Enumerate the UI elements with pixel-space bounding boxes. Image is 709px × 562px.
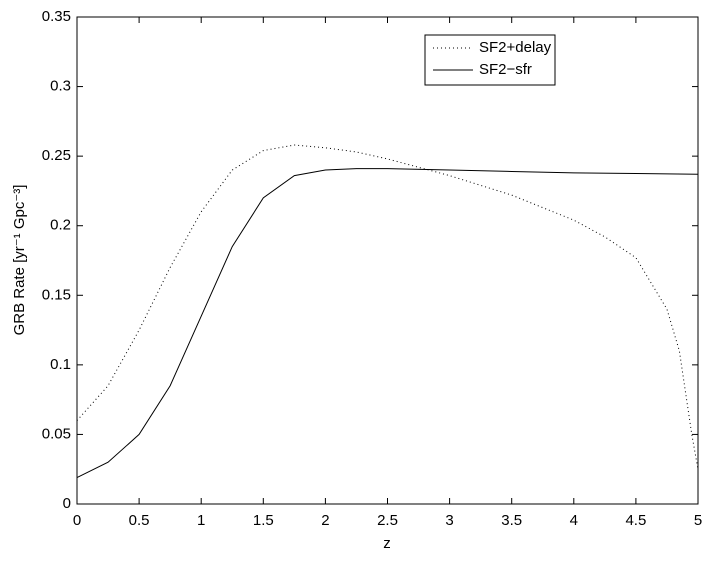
x-tick-label: 2 [321,512,329,529]
y-tick-label: 0.2 [50,217,71,234]
y-axis-label: GRB Rate [yr⁻¹ Gpc⁻³] [11,185,28,336]
x-tick-label: 3.5 [501,512,522,529]
x-tick-label: 0.5 [129,512,150,529]
x-tick-label: 1 [197,512,205,529]
legend-label: SF2+delay [479,39,552,56]
y-tick-label: 0.05 [42,425,71,442]
x-tick-label: 4.5 [625,512,646,529]
series-line [76,168,699,479]
y-tick-label: 0.15 [42,286,71,303]
x-tick-label: 0 [73,512,81,529]
legend-box [424,34,556,86]
x-tick-label: 2.5 [377,512,398,529]
y-tick-label: 0.1 [50,356,71,373]
y-tick-label: 0.3 [50,78,71,95]
x-tick-label: 4 [570,512,578,529]
x-tick-label: 1.5 [253,512,274,529]
legend-label: SF2−sfr [479,61,532,78]
y-tick-label: 0 [63,495,71,512]
x-tick-label: 5 [694,512,702,529]
x-axis-label: z [383,535,391,552]
y-tick-label: 0.25 [42,147,71,164]
y-tick-label: 0.35 [42,8,71,25]
x-tick-label: 3 [445,512,453,529]
